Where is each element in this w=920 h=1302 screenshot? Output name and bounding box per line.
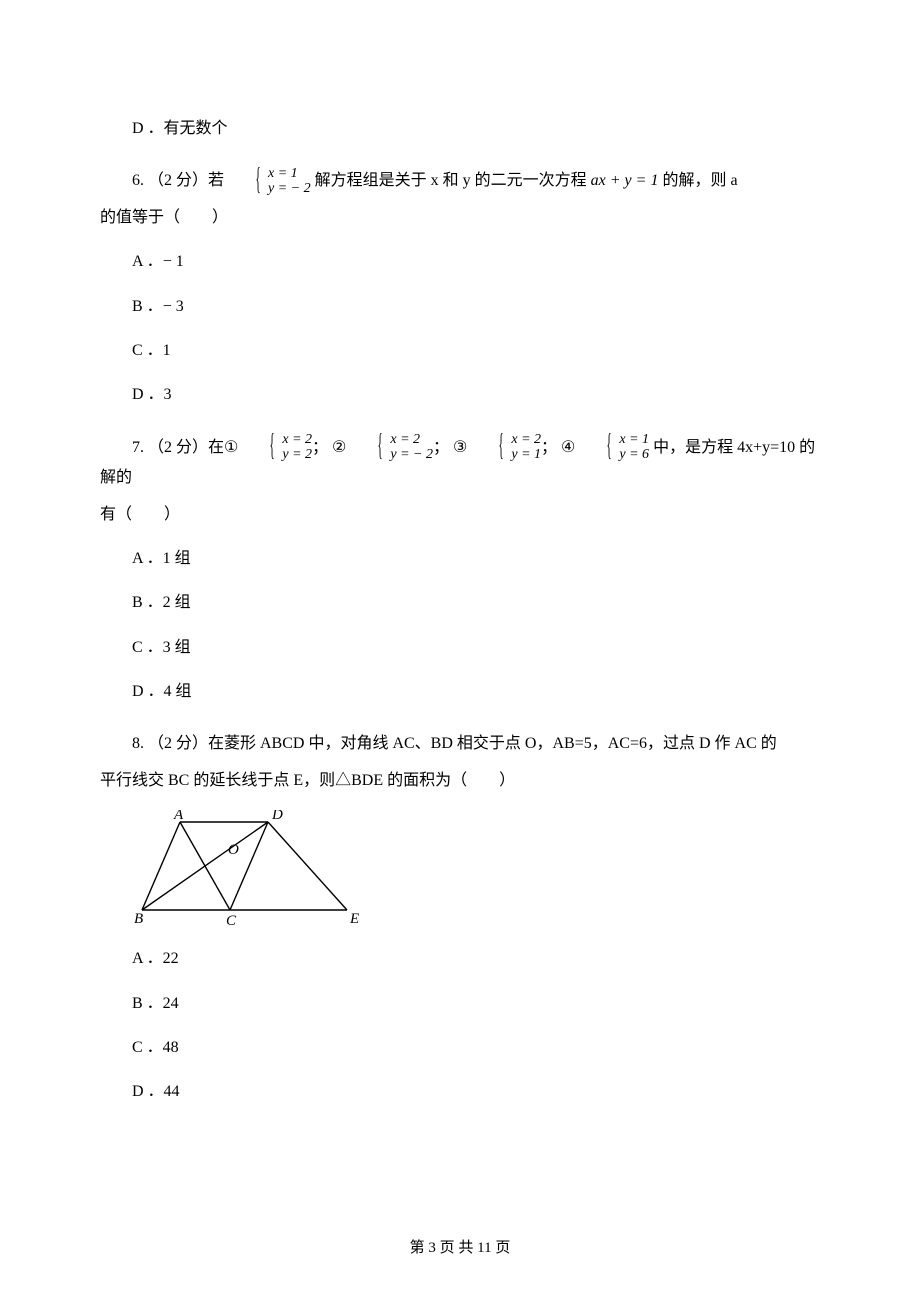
q7-option-b: B ．2 组 [100, 588, 820, 618]
q7-option-c: C ．3 组 [100, 633, 820, 663]
svg-text:C: C [226, 913, 237, 929]
q6-optB-val: − 3 [163, 298, 184, 315]
q6-optA-label: A ． [132, 253, 163, 270]
q6-optB-label: B ． [132, 298, 163, 315]
q8-stem-line1: 8. （2 分）在菱形 ABCD 中，对角线 AC、BD 相交于点 O，AB=5… [100, 729, 820, 759]
q7-sys3: x = 2 y = 1 [471, 433, 541, 462]
q7-circ1: ① [224, 439, 238, 456]
q7-s1y: y = 2 [250, 448, 312, 463]
q6-sys-x: x = 1 [236, 167, 311, 182]
q7-sep2: ； [433, 439, 449, 456]
q7-s2y: y = − 2 [358, 448, 433, 463]
q7-s1x: x = 2 [250, 433, 312, 448]
q7-sep3: ； [541, 439, 557, 456]
q8-diagram-svg: A D B C E O [132, 810, 362, 930]
q7-circ3: ③ [453, 439, 467, 456]
q6-sys-y: y = − 2 [236, 182, 311, 197]
q7-s4y: y = 6 [587, 448, 649, 463]
q8-option-b: B ．24 [100, 989, 820, 1019]
q6-stem-c: 的解，则 a [662, 172, 737, 189]
svg-text:E: E [349, 911, 359, 927]
q6-stem-line1: 6. （2 分）若 x = 1 y = − 2 解方程组是关于 x 和 y 的二… [100, 166, 820, 196]
q6-option-c: C ．1 [100, 336, 820, 366]
q7-option-a: A ．1 组 [100, 544, 820, 574]
q8-option-d: D ．44 [100, 1077, 820, 1107]
svg-text:A: A [173, 810, 184, 823]
q7-sep1: ； [312, 439, 328, 456]
page-footer: 第 3 页 共 11 页 [0, 1234, 920, 1263]
q8-option-a: A ．22 [100, 944, 820, 974]
q6-system: x = 1 y = − 2 [228, 167, 311, 196]
q7-circ2: ② [332, 439, 346, 456]
q7-s3y: y = 1 [479, 448, 541, 463]
q7-sys2: x = 2 y = − 2 [350, 433, 433, 462]
q7-s4x: x = 1 [587, 433, 649, 448]
svg-text:D: D [271, 810, 283, 823]
svg-text:B: B [134, 911, 143, 927]
q6-stem-b: 解方程组是关于 x 和 y 的二元一次方程 [315, 172, 587, 189]
q7-circ4: ④ [561, 439, 575, 456]
q5-option-d: D ．有无数个 [100, 114, 820, 144]
svg-text:O: O [228, 842, 239, 858]
q6-option-b: B ．− 3 [100, 292, 820, 322]
q6-optA-val: − 1 [163, 253, 184, 270]
q7-option-d: D ．4 组 [100, 677, 820, 707]
q6-option-d: D ．3 [100, 380, 820, 410]
q6-eqn: ax + y = 1 [591, 172, 659, 189]
q7-s2x: x = 2 [358, 433, 433, 448]
q7-s3x: x = 2 [479, 433, 541, 448]
q8-option-c: C ．48 [100, 1033, 820, 1063]
q7-sys4: x = 1 y = 6 [579, 433, 649, 462]
q7-stem-line1: 7. （2 分）在① x = 2 y = 2 ； ② x = 2 y = − 2… [100, 433, 820, 494]
q7-stem-line2: 有（ ） [100, 500, 820, 530]
q8-figure: A D B C E O [132, 810, 820, 930]
q6-option-a: A ．− 1 [100, 247, 820, 277]
q8-stem-line2: 平行线交 BC 的延长线于点 E，则△BDE 的面积为（ ） [100, 766, 820, 796]
q7-sys1: x = 2 y = 2 [242, 433, 312, 462]
q6-stem-a: 6. （2 分）若 [132, 172, 224, 189]
q7-stem-a: 7. （2 分）在 [132, 439, 224, 456]
q6-stem-line2: 的值等于（ ） [100, 203, 820, 233]
